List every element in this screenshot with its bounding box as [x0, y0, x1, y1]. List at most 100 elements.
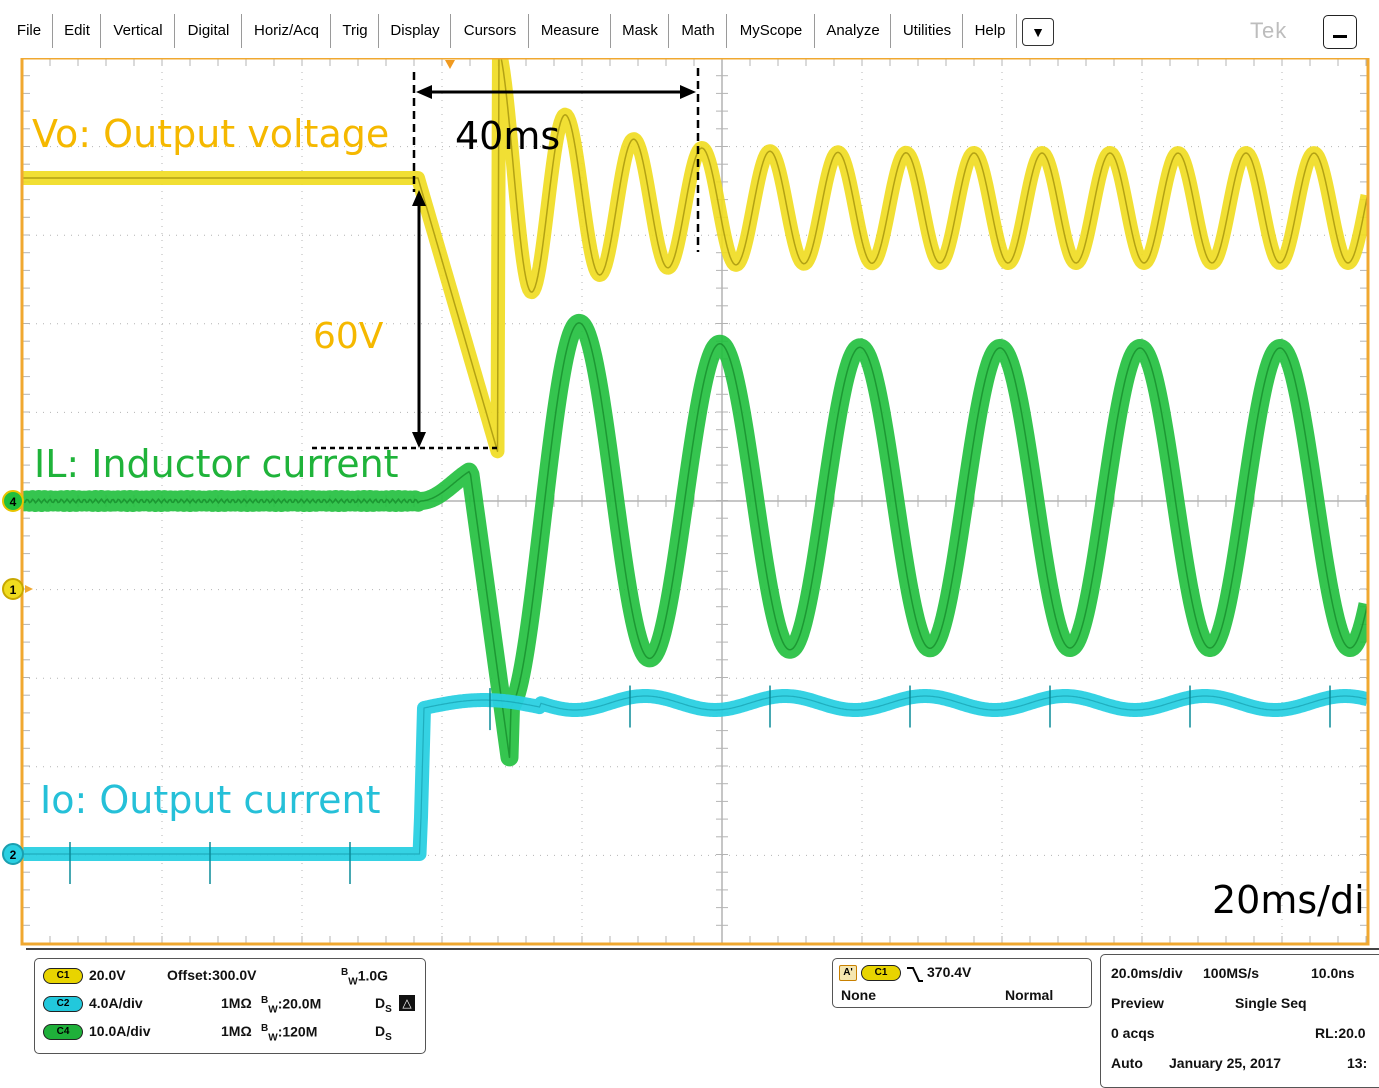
menu-separator — [450, 14, 451, 48]
acq-count: 0 acqs — [1111, 1025, 1155, 1041]
menu-separator — [52, 14, 53, 48]
menu-item-display[interactable]: Display — [390, 22, 440, 39]
acq-date: January 25, 2017 — [1169, 1055, 1282, 1071]
minimize-button[interactable] — [1323, 15, 1357, 49]
svg-text:2: 2 — [10, 848, 17, 862]
arrow-left-icon — [416, 85, 432, 99]
acq-time: 13: — [1347, 1055, 1368, 1071]
ds-sub: S — [385, 1031, 392, 1043]
menu-separator — [890, 14, 891, 48]
acq-record-length: RL:20.0 — [1315, 1025, 1366, 1041]
trigger-position-marker — [445, 60, 455, 69]
menu-dropdown-button[interactable]: ▼ — [1022, 18, 1054, 46]
menu-separator — [174, 14, 175, 48]
io-label: Io: Output current — [40, 778, 381, 822]
time-marker-label: 40ms — [455, 114, 561, 158]
menu-item-utilities[interactable]: Utilities — [902, 22, 952, 39]
acq-timebase: 20.0ms/div — [1111, 965, 1183, 981]
menu-separator — [100, 14, 101, 48]
bw-sub: W — [348, 976, 358, 988]
bw-sub: W — [268, 1004, 278, 1016]
acq-sample-rate: 100MS/s — [1203, 965, 1260, 981]
menu-item-horiz-acq[interactable]: Horiz/Acq — [253, 22, 320, 39]
vo-trace-core — [22, 58, 1368, 453]
acquisition-box[interactable]: 20.0ms/div 100MS/s 10.0ns Preview Single… — [1100, 954, 1379, 1088]
bw-prefix: B — [341, 967, 349, 978]
channel-scale: 20.0V — [89, 967, 126, 983]
bandwidth-value: :120M — [277, 1023, 318, 1040]
channel-scale: 10.0A/div — [89, 1023, 151, 1039]
minimize-icon — [1333, 35, 1347, 38]
warning-icon: △ — [399, 995, 415, 1011]
menu-item-analyze[interactable]: Analyze — [826, 22, 880, 39]
menu-item-measure[interactable]: Measure — [540, 22, 600, 39]
timebase-label: 20ms/di — [1212, 878, 1365, 922]
il-trace-band — [22, 313, 1368, 767]
menu-item-trig[interactable]: Trig — [342, 22, 368, 39]
trigger-a-badge: A' — [839, 965, 857, 981]
channel-2-marker[interactable]: 2 — [2, 843, 24, 865]
bw-sub: W — [268, 1032, 278, 1044]
bw-prefix: B — [261, 1023, 269, 1034]
menu-item-help[interactable]: Help — [974, 22, 1006, 39]
ds-indicator: DS — [375, 1023, 392, 1043]
channel-impedance: 1MΩ — [221, 995, 252, 1011]
channel-bandwidth: BW1.0G — [341, 967, 388, 987]
menu-separator — [726, 14, 727, 48]
channel-settings-box[interactable]: C1 20.0V Offset:300.0V BW1.0G C2 4.0A/div 1MΩ B… — [34, 958, 426, 1054]
menu-item-cursors[interactable]: Cursors — [463, 22, 517, 39]
trigger-source-badge: C1 — [861, 965, 901, 981]
menu-item-math[interactable]: Math — [681, 22, 715, 39]
triangle-down-icon: ▼ — [1031, 24, 1045, 40]
menu-item-digital[interactable]: Digital — [187, 22, 230, 39]
acq-run-mode: Auto — [1111, 1055, 1143, 1071]
menu-item-edit[interactable]: Edit — [64, 22, 90, 39]
acq-state: Preview — [1111, 995, 1164, 1011]
menu-item-myscope[interactable]: MyScope — [739, 22, 803, 39]
channel-4-marker[interactable]: 4 — [2, 490, 24, 512]
ds-sub: S — [385, 1003, 392, 1015]
io-trace-core — [22, 695, 1368, 855]
il-trace-core — [22, 322, 1368, 759]
channel-scale: 4.0A/div — [89, 995, 143, 1011]
bw-prefix: B — [261, 995, 269, 1006]
io-trace-band — [22, 689, 1368, 861]
bandwidth-value: :20.0M — [277, 995, 322, 1012]
voltage-marker-label: 60V — [313, 316, 384, 357]
channel-badge: C4 — [43, 1024, 83, 1040]
waveform-display[interactable]: 4 1 2 — [0, 58, 1379, 948]
channel-bandwidth: BW:20.0M — [261, 995, 321, 1015]
status-panel: C1 20.0V Offset:300.0V BW1.0G C2 4.0A/div 1MΩ B… — [26, 948, 1379, 1088]
channel-1-marker[interactable]: 1 — [2, 578, 33, 600]
trigger-settings-box[interactable]: A' C1 370.4V None Normal — [832, 958, 1092, 1008]
acq-time-per-point: 10.0ns — [1311, 965, 1355, 981]
ds-label: D — [375, 1023, 386, 1039]
trigger-level: 370.4V — [927, 964, 972, 980]
channel-badge: C2 — [43, 996, 83, 1012]
menu-separator — [610, 14, 611, 48]
menu-item-vertical[interactable]: Vertical — [113, 22, 163, 39]
channel-bandwidth: BW:120M — [261, 1023, 317, 1043]
arrow-right-icon — [680, 85, 696, 99]
menu-item-file[interactable]: File — [16, 22, 42, 39]
svg-text:4: 4 — [10, 495, 17, 509]
menu-separator — [962, 14, 963, 48]
channel-badge: C1 — [43, 968, 83, 984]
arrow-down-icon — [412, 432, 426, 448]
menu-separator — [1016, 14, 1017, 48]
channel-impedance: 1MΩ — [221, 1023, 252, 1039]
svg-text:1: 1 — [10, 583, 17, 597]
acq-trigger-mode: Single Seq — [1235, 995, 1307, 1011]
trigger-mode: Normal — [1005, 987, 1054, 1003]
menu-separator — [528, 14, 529, 48]
bandwidth-value: 1.0G — [357, 967, 389, 984]
trigger-coupling: None — [841, 987, 876, 1003]
menu-separator — [668, 14, 669, 48]
vo-label: Vo: Output voltage — [32, 112, 390, 156]
ds-indicator: DS — [375, 995, 392, 1015]
ds-label: D — [375, 995, 386, 1011]
menu-item-mask[interactable]: Mask — [622, 22, 658, 39]
channel-offset: Offset:300.0V — [167, 967, 257, 983]
arrow-up-icon — [412, 190, 426, 206]
menu-separator — [241, 14, 242, 48]
